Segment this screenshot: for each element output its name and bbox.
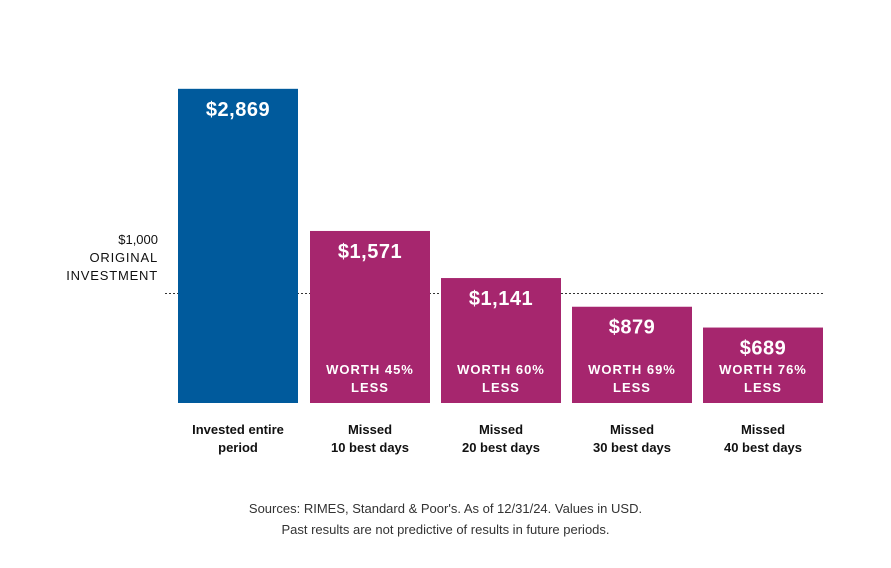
category-label-line: 10 best days (331, 440, 409, 455)
category-label-line: Missed (741, 422, 785, 437)
inner-label-line: WORTH 69% (588, 362, 676, 377)
disclaimer-line: Past results are not predictive of resul… (281, 522, 610, 537)
value-label: $1,571 (338, 241, 402, 263)
inner-label-line: WORTH 60% (457, 362, 545, 377)
inner-label-line: WORTH 45% (326, 362, 414, 377)
reference-label-line: $1,000 (118, 232, 158, 247)
category-label-line: period (218, 440, 258, 455)
category-label-line: 40 best days (724, 440, 802, 455)
reference-label-line: ORIGINAL (89, 250, 158, 265)
category-label-line: Missed (610, 422, 654, 437)
category-label-line: Missed (348, 422, 392, 437)
value-label: $879 (609, 317, 656, 339)
inner-label-line: LESS (613, 380, 651, 395)
value-label: $2,869 (206, 99, 270, 121)
value-label: $689 (740, 338, 787, 360)
reference-label-line: INVESTMENT (66, 268, 158, 283)
inner-label-line: WORTH 76% (719, 362, 807, 377)
bar-5 (703, 327, 823, 403)
value-label: $1,141 (469, 288, 533, 310)
inner-label-line: LESS (351, 380, 389, 395)
sources-line: Sources: RIMES, Standard & Poor's. As of… (248, 501, 643, 516)
category-label-line: Missed (479, 422, 523, 437)
bar-2 (310, 230, 430, 403)
inner-label-line: LESS (482, 380, 520, 395)
inner-label-line: LESS (744, 380, 782, 395)
category-label-line: Invested entire (192, 422, 284, 437)
category-label-line: 20 best days (462, 440, 540, 455)
bar-3 (441, 278, 561, 403)
sources-note: Sources: RIMES, Standard & Poor's. As of… (0, 498, 891, 540)
category-label-line: 30 best days (593, 440, 671, 455)
bar-4 (572, 306, 692, 403)
bar-1 (178, 88, 298, 403)
